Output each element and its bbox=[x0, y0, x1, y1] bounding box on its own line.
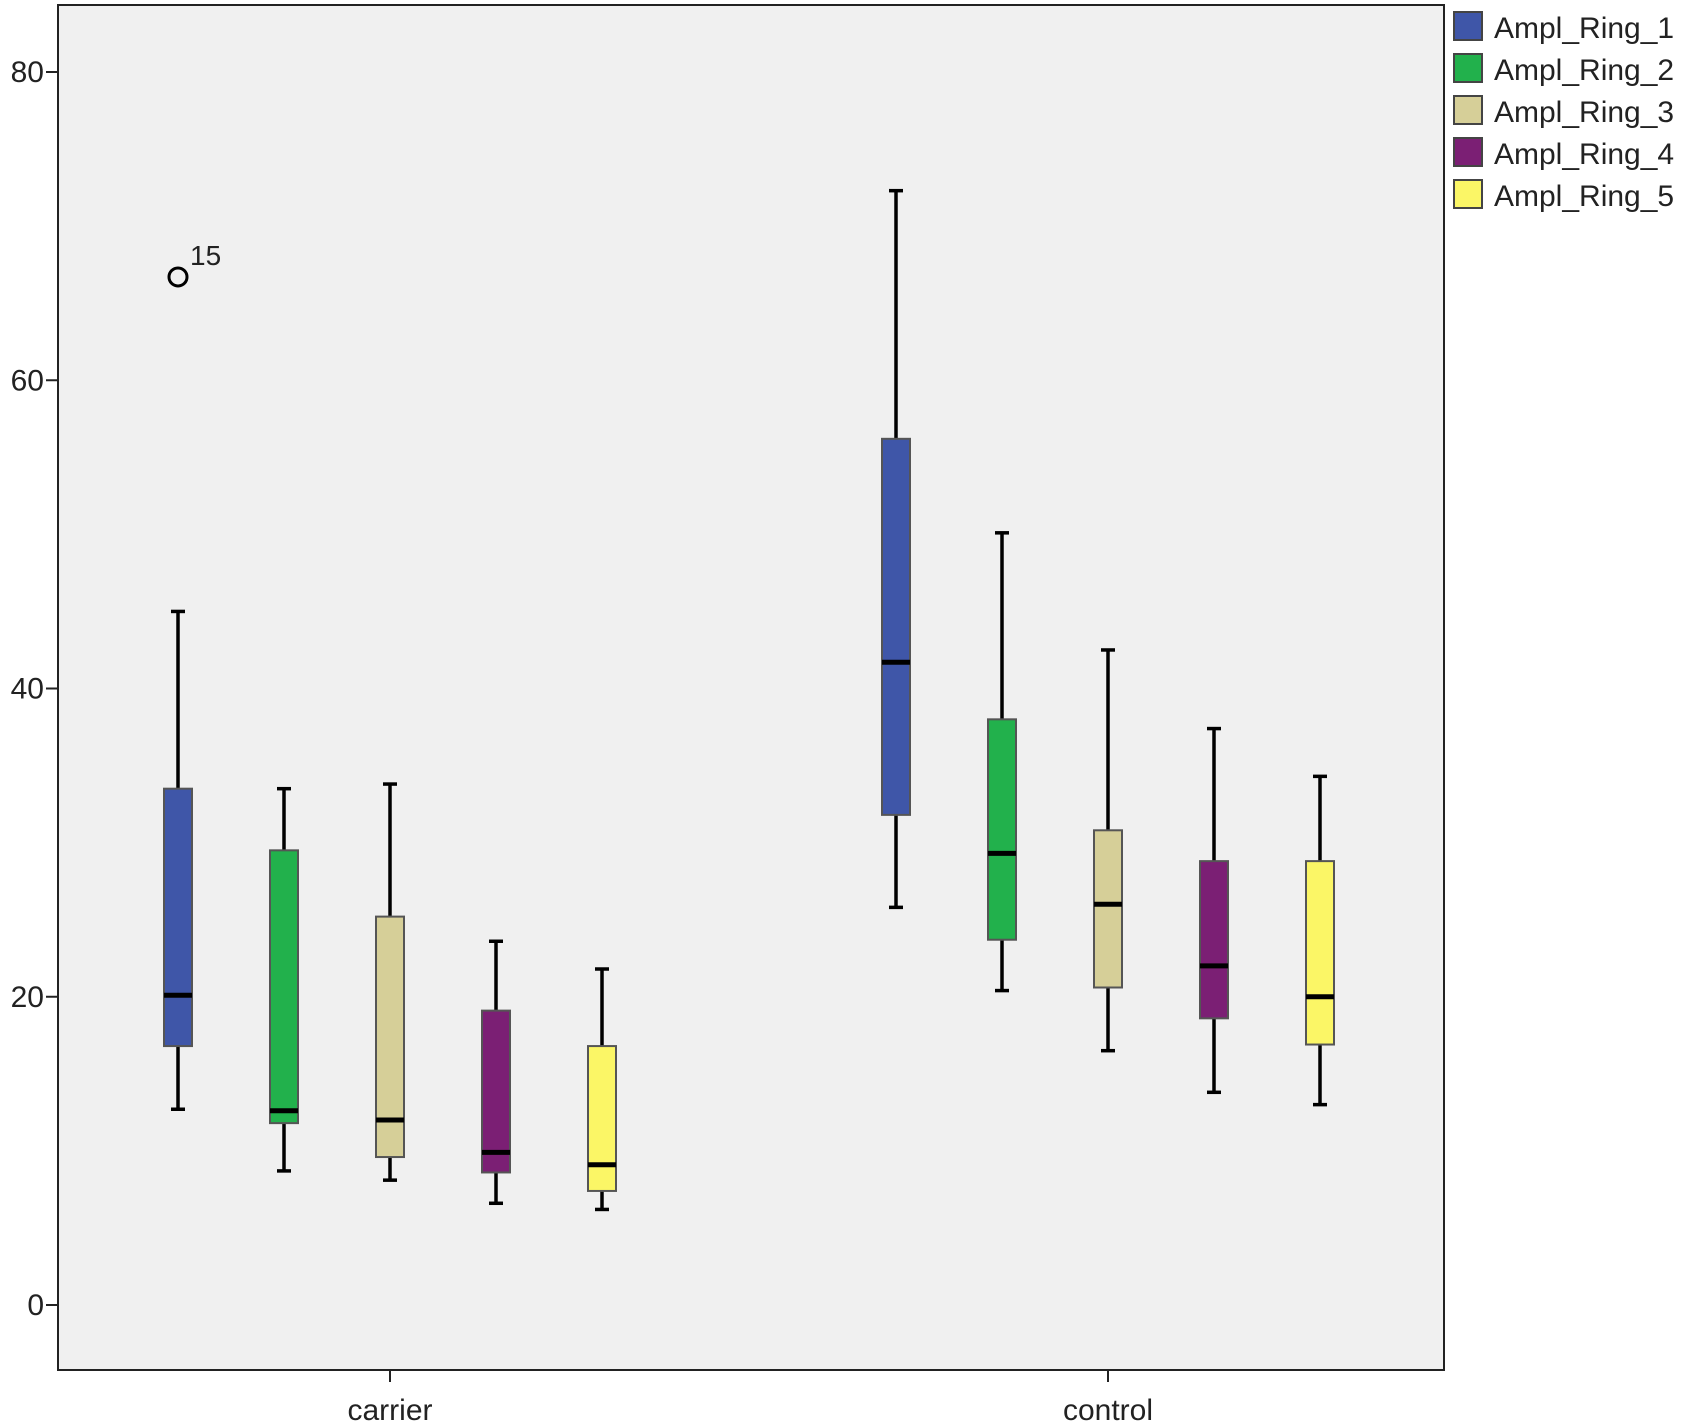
box-Ampl_Ring_5-control bbox=[1305, 774, 1335, 1107]
y-axis: 0 20 40 60 80 bbox=[11, 56, 58, 1322]
box-iqr bbox=[1305, 860, 1335, 1046]
legend-swatch bbox=[1453, 11, 1483, 41]
box-iqr bbox=[987, 718, 1017, 941]
x-axis: carrier control bbox=[347, 1370, 1153, 1426]
legend-label: Ampl_Ring_1 bbox=[1494, 12, 1674, 45]
box-iqr bbox=[1199, 860, 1229, 1020]
box-Ampl_Ring_1-control bbox=[881, 188, 911, 910]
legend-label: Ampl_Ring_4 bbox=[1494, 138, 1674, 171]
box-iqr bbox=[881, 437, 911, 816]
y-tick-label: 40 bbox=[11, 673, 44, 706]
box-iqr bbox=[375, 915, 405, 1159]
box-Ampl_Ring_4-control bbox=[1199, 726, 1229, 1095]
legend-label: Ampl_Ring_5 bbox=[1494, 180, 1674, 213]
box-iqr bbox=[481, 1009, 511, 1174]
box-iqr bbox=[587, 1045, 617, 1192]
box-Ampl_Ring_4-carrier bbox=[481, 939, 511, 1206]
box-Ampl_Ring_3-carrier bbox=[375, 782, 405, 1182]
legend-swatch bbox=[1453, 179, 1483, 209]
box-iqr bbox=[269, 849, 299, 1125]
box-iqr bbox=[163, 787, 193, 1048]
box-iqr bbox=[1093, 829, 1123, 989]
legend-swatch bbox=[1453, 95, 1483, 125]
box-Ampl_Ring_5-carrier bbox=[587, 967, 617, 1212]
legend-swatch bbox=[1453, 53, 1483, 83]
y-tick-label: 80 bbox=[11, 56, 44, 89]
box-Ampl_Ring_2-carrier bbox=[269, 786, 299, 1173]
y-tick-label: 0 bbox=[27, 1289, 44, 1322]
legend-swatch bbox=[1453, 137, 1483, 167]
box-Ampl_Ring_3-control bbox=[1093, 648, 1123, 1053]
legend-label: Ampl_Ring_3 bbox=[1494, 96, 1674, 129]
box-series-group: 15 bbox=[163, 188, 1335, 1212]
outlier-label: 15 bbox=[190, 240, 221, 271]
x-category-label: carrier bbox=[347, 1394, 432, 1426]
box-Ampl_Ring_1-carrier: 15 bbox=[163, 240, 221, 1112]
legend: Ampl_Ring_1 Ampl_Ring_2 Ampl_Ring_3 Ampl_Ri… bbox=[1453, 11, 1674, 213]
y-tick-label: 60 bbox=[11, 364, 44, 397]
legend-label: Ampl_Ring_2 bbox=[1494, 54, 1674, 87]
x-category-label: control bbox=[1063, 1394, 1153, 1426]
plot-area bbox=[57, 4, 1445, 1371]
y-tick-label: 20 bbox=[11, 981, 44, 1014]
outlier-point bbox=[167, 266, 189, 288]
box-Ampl_Ring_2-control bbox=[987, 531, 1017, 993]
